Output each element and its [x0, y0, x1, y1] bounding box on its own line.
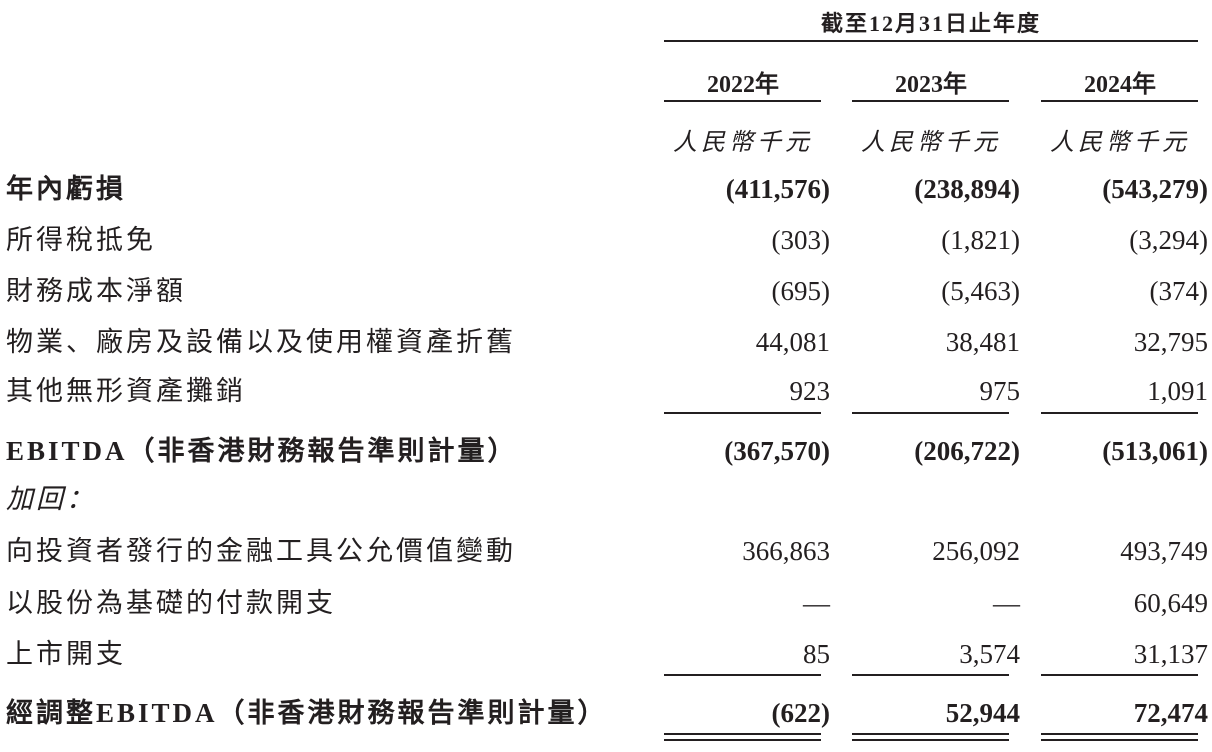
value-2022: (622) — [771, 698, 830, 728]
subtotal-rule — [1041, 674, 1198, 676]
subtotal-rule — [852, 674, 1009, 676]
value-2023: 975 — [979, 376, 1021, 406]
year-rule — [664, 100, 821, 102]
year-rule — [852, 100, 1009, 102]
subtotal-rule — [664, 674, 821, 676]
row-label: 加回： — [6, 474, 638, 524]
period-header: 截至12月31日止年度 — [820, 11, 1041, 36]
row-label: 財務成本淨額 — [6, 266, 638, 316]
unit-label: 人民幣千元 — [673, 130, 813, 156]
value-2024: (543,279) — [1102, 174, 1208, 204]
subtotal-rule — [1041, 412, 1198, 414]
row-label: 物業、廠房及設備以及使用權資產折舊 — [6, 317, 638, 367]
value-2022: 366,863 — [742, 536, 830, 566]
table-row-adjusted-ebitda: 經調整EBITDA（非香港財務報告準則計量） (622) 52,944 72,4… — [0, 688, 1212, 738]
table-row-add-back-heading: 加回： — [0, 474, 1212, 524]
value-2022: 923 — [789, 376, 831, 406]
row-label: 向投資者發行的金融工具公允價值變動 — [6, 526, 638, 576]
value-2022: (695) — [771, 276, 830, 306]
total-double-rule — [664, 733, 821, 735]
value-2024: (513,061) — [1102, 436, 1208, 466]
table-row-income-tax-credit: 所得稅抵免 (303) (1,821) (3,294) — [0, 215, 1212, 265]
table-row-share-based-payment: 以股份為基礎的付款開支 — — 60,649 — [0, 578, 1212, 628]
value-2024: 31,137 — [1133, 639, 1208, 669]
row-label: 所得稅抵免 — [6, 215, 638, 265]
row-label: 經調整EBITDA（非香港財務報告準則計量） — [6, 688, 638, 738]
row-label: 上市開支 — [6, 629, 638, 679]
value-2023: 3,574 — [959, 639, 1020, 669]
total-double-rule — [664, 739, 821, 741]
value-2024: 32,795 — [1133, 327, 1208, 357]
year-2024-header: 2024年 — [1084, 72, 1156, 98]
row-label: 年內虧損 — [6, 164, 638, 214]
total-double-rule — [852, 733, 1009, 735]
value-2024: 493,749 — [1120, 536, 1208, 566]
value-2024: 72,474 — [1133, 698, 1208, 728]
subtotal-rule — [664, 412, 821, 414]
value-2022: 85 — [803, 639, 830, 669]
total-double-rule — [852, 739, 1009, 741]
value-2023: 256,092 — [932, 536, 1020, 566]
table-row-loss-for-year: 年內虧損 (411,576) (238,894) (543,279) — [0, 164, 1212, 214]
header-rule — [664, 40, 1198, 42]
value-2023: (238,894) — [914, 174, 1020, 204]
year-rule — [1041, 100, 1198, 102]
row-label: 其他無形資產攤銷 — [6, 366, 638, 416]
total-double-rule — [1041, 733, 1198, 735]
value-2023: (206,722) — [914, 436, 1020, 466]
table-row-ebitda: EBITDA（非香港財務報告準則計量） (367,570) (206,722) … — [0, 426, 1212, 476]
subtotal-rule — [852, 412, 1009, 414]
year-2023-header: 2023年 — [895, 72, 967, 98]
table-row-fair-value-changes: 向投資者發行的金融工具公允價值變動 366,863 256,092 493,74… — [0, 526, 1212, 576]
table-row-depreciation: 物業、廠房及設備以及使用權資產折舊 44,081 38,481 32,795 — [0, 317, 1212, 367]
value-2024: (374) — [1149, 276, 1208, 306]
value-2022: (303) — [771, 225, 830, 255]
value-2022: (367,570) — [724, 436, 830, 466]
year-2022-header: 2022年 — [707, 72, 779, 98]
value-2023: — — [993, 588, 1020, 618]
value-2023: (5,463) — [941, 276, 1020, 306]
value-2023: (1,821) — [941, 225, 1020, 255]
table-row-amortization: 其他無形資產攤銷 923 975 1,091 — [0, 366, 1212, 416]
value-2022: 44,081 — [755, 327, 830, 357]
unit-label: 人民幣千元 — [861, 130, 1001, 156]
value-2022: (411,576) — [725, 174, 830, 204]
value-2023: 52,944 — [945, 698, 1020, 728]
table-row-listing-expenses: 上市開支 85 3,574 31,137 — [0, 629, 1212, 679]
row-label: EBITDA（非香港財務報告準則計量） — [6, 426, 638, 476]
table-row-net-finance-costs: 財務成本淨額 (695) (5,463) (374) — [0, 266, 1212, 316]
value-2024: (3,294) — [1129, 225, 1208, 255]
value-2024: 60,649 — [1133, 588, 1208, 618]
total-double-rule — [1041, 739, 1198, 741]
unit-label: 人民幣千元 — [1050, 130, 1190, 156]
value-2023: 38,481 — [945, 327, 1020, 357]
value-2022: — — [803, 588, 830, 618]
row-label: 以股份為基礎的付款開支 — [6, 578, 638, 628]
value-2024: 1,091 — [1147, 376, 1208, 406]
